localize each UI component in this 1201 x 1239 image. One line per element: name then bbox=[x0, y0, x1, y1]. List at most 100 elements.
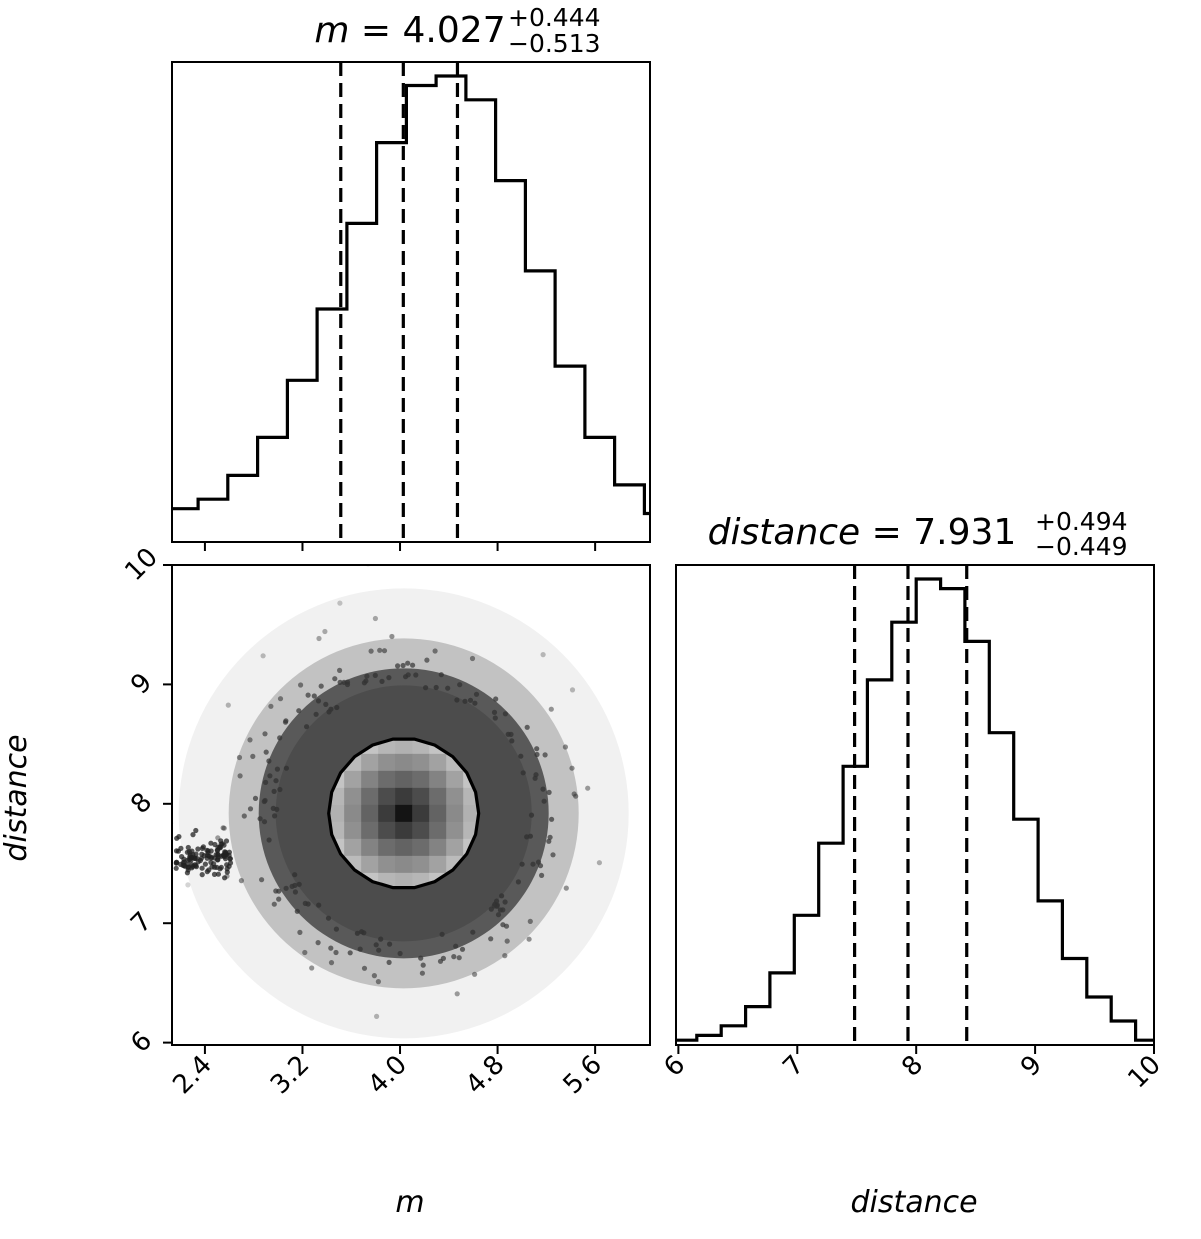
m-hist-bin bbox=[644, 513, 674, 542]
density-core-cell bbox=[412, 855, 430, 874]
m-title-median: 4.027 bbox=[403, 10, 506, 51]
density-core-cell bbox=[344, 770, 362, 789]
density-point bbox=[334, 704, 340, 711]
dist-hist-bin bbox=[1014, 819, 1038, 1045]
density-point bbox=[456, 955, 462, 961]
density-point bbox=[432, 648, 438, 654]
density-point bbox=[202, 861, 208, 867]
dist-hist-bin bbox=[746, 1007, 770, 1045]
density-core-cell bbox=[344, 804, 362, 823]
density-point bbox=[519, 861, 525, 867]
density-core-cell bbox=[378, 787, 396, 806]
distance-title-minus: −0.449 bbox=[1035, 532, 1128, 561]
density-core-cell bbox=[463, 804, 479, 823]
density-x-axis-label: m bbox=[395, 1185, 424, 1220]
dist-hist-step-outline bbox=[676, 577, 1154, 1042]
density-point bbox=[223, 849, 229, 855]
density-point bbox=[547, 834, 553, 840]
density-point bbox=[292, 882, 298, 889]
density-core-cell bbox=[395, 753, 413, 772]
density-point bbox=[457, 682, 463, 688]
density-point bbox=[257, 816, 263, 822]
density-point bbox=[277, 735, 283, 741]
density-core-cell bbox=[412, 753, 430, 772]
distance-x-tick-label: 8 bbox=[896, 1050, 929, 1083]
density-point bbox=[316, 902, 322, 908]
density-core-cell bbox=[395, 739, 413, 755]
density-point bbox=[410, 662, 416, 668]
density-point bbox=[364, 673, 370, 679]
density-point bbox=[445, 685, 451, 691]
density-point bbox=[424, 657, 430, 663]
density-point bbox=[318, 683, 324, 689]
density-core-cells bbox=[328, 739, 479, 888]
density-point bbox=[337, 667, 343, 674]
density-point bbox=[333, 949, 339, 956]
m-title-plus: +0.444 bbox=[508, 3, 601, 32]
density-point bbox=[241, 813, 247, 819]
dist-hist-bin bbox=[1062, 959, 1086, 1045]
density-point bbox=[524, 724, 530, 730]
density-core-cell bbox=[395, 821, 413, 840]
m-hist-bin bbox=[258, 437, 288, 542]
m-title-param: m bbox=[314, 10, 349, 51]
density-point bbox=[315, 698, 322, 704]
distance-histogram-frame bbox=[675, 564, 1155, 1046]
distance-histogram-title: distance = 7.931 bbox=[708, 512, 1017, 553]
density-point bbox=[548, 706, 554, 712]
density-core-cell bbox=[361, 787, 379, 806]
density-point bbox=[212, 864, 218, 870]
density-core-cell bbox=[378, 821, 396, 840]
density-point bbox=[221, 842, 227, 848]
density-point bbox=[222, 875, 228, 881]
density-point bbox=[302, 900, 308, 907]
density-point bbox=[195, 846, 201, 852]
density-point bbox=[313, 711, 319, 717]
density-point bbox=[509, 738, 515, 744]
density-point bbox=[473, 691, 480, 697]
density-core-cell bbox=[378, 838, 396, 857]
density-point bbox=[546, 838, 552, 844]
density-point bbox=[469, 655, 476, 662]
m-hist-bin bbox=[496, 181, 526, 542]
density-point bbox=[459, 946, 466, 952]
density-point bbox=[205, 850, 211, 856]
density-point bbox=[505, 731, 511, 737]
density-point bbox=[488, 936, 494, 942]
density-point bbox=[389, 633, 395, 640]
density-core-cell bbox=[429, 821, 447, 840]
density-point bbox=[226, 852, 232, 858]
density-point bbox=[541, 798, 547, 804]
density-point bbox=[454, 697, 460, 703]
density-point bbox=[178, 845, 184, 852]
density-point bbox=[504, 938, 510, 944]
density-point bbox=[377, 647, 383, 653]
density-core-cell bbox=[361, 753, 379, 772]
density-point bbox=[569, 765, 575, 771]
density-point bbox=[271, 788, 277, 795]
density-point bbox=[375, 979, 381, 985]
m-hist-bin bbox=[585, 437, 615, 542]
distance-title-param: distance bbox=[708, 512, 861, 553]
m-hist-bin bbox=[317, 309, 347, 542]
density-core-cell bbox=[361, 804, 379, 823]
density-core-cell bbox=[412, 821, 430, 840]
density-x-tick-label: 3.2 bbox=[265, 1050, 315, 1100]
density-point bbox=[438, 672, 444, 678]
m-hist-bin bbox=[347, 223, 377, 542]
density-x-tick-label: 4.0 bbox=[363, 1050, 413, 1100]
density-point bbox=[174, 835, 180, 841]
density-point bbox=[186, 864, 192, 870]
density-point bbox=[173, 848, 180, 854]
density-point bbox=[197, 857, 203, 864]
density-point bbox=[206, 867, 212, 873]
density-core-cell bbox=[344, 787, 362, 806]
density-point bbox=[387, 941, 393, 947]
m-hist-bin bbox=[198, 499, 228, 542]
density-point bbox=[546, 789, 552, 796]
density-point bbox=[283, 765, 289, 771]
density-point bbox=[499, 893, 505, 899]
density-point bbox=[212, 841, 218, 848]
density-point bbox=[467, 697, 474, 703]
density-point bbox=[400, 662, 406, 669]
